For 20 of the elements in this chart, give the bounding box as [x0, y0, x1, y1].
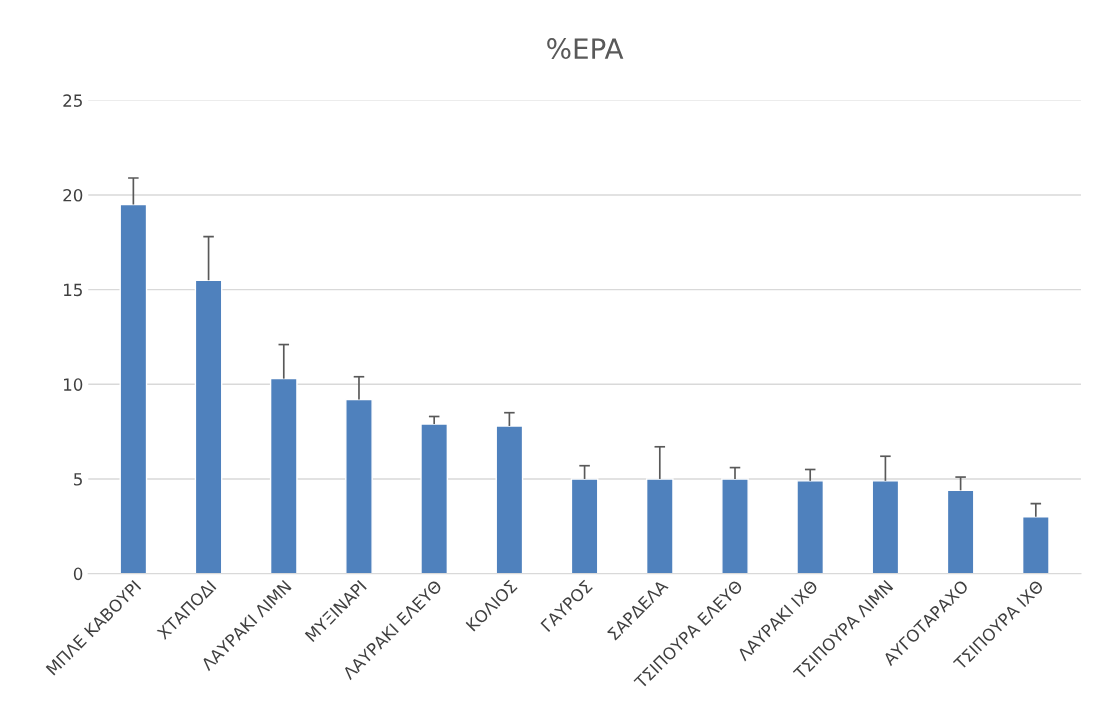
chart-title: %EPA	[547, 38, 624, 60]
bar	[194, 279, 223, 574]
y-tick-label: 5	[74, 473, 82, 486]
bar	[269, 377, 298, 574]
y-tick-label: 15	[64, 283, 82, 297]
bar	[871, 480, 900, 574]
y-tick-label: 10	[64, 378, 83, 391]
bar	[570, 478, 599, 574]
bar	[1021, 516, 1050, 574]
bar	[119, 203, 148, 574]
bar	[645, 478, 674, 574]
bar	[345, 398, 373, 574]
bar	[420, 423, 449, 574]
y-tick-label: 0	[73, 567, 83, 581]
y-tick-label: 25	[63, 94, 82, 107]
bar	[495, 425, 524, 574]
y-tick-label: 20	[63, 188, 83, 202]
bar	[796, 480, 825, 574]
bar	[946, 489, 975, 574]
bar	[721, 478, 749, 574]
